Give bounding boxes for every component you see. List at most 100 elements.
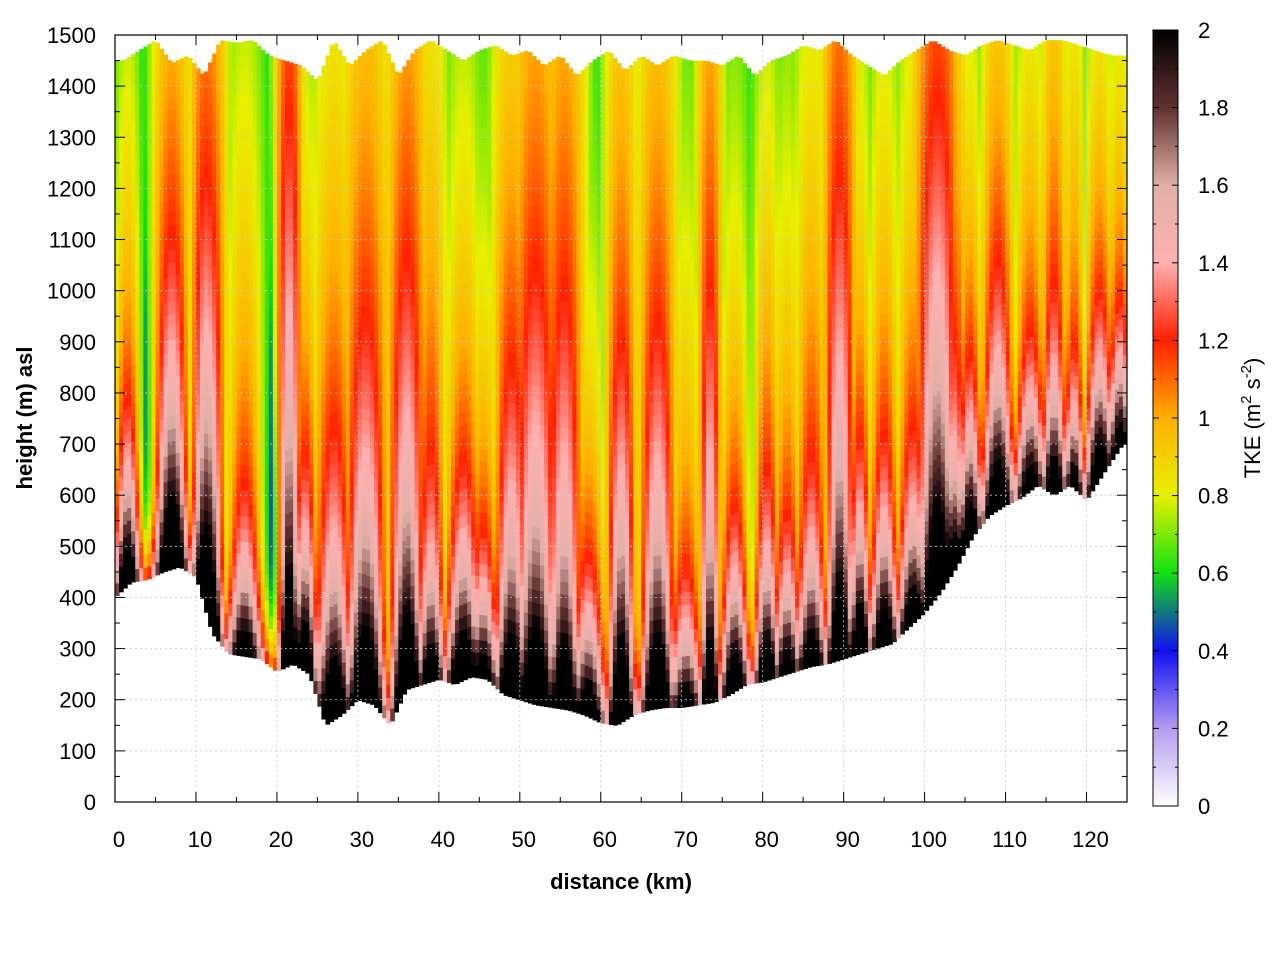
- heat-cell: [268, 526, 274, 540]
- heat-cell: [503, 477, 509, 492]
- heat-cell: [357, 125, 363, 139]
- heat-cell: [268, 219, 274, 233]
- heat-cell: [519, 419, 525, 433]
- heat-cell: [301, 261, 306, 275]
- heat-cell: [123, 396, 128, 410]
- heat-cell: [459, 592, 464, 606]
- heat-cell: [293, 435, 298, 449]
- heat-cell: [527, 357, 533, 372]
- heat-cell: [491, 569, 497, 584]
- heat-cell: [232, 565, 238, 579]
- heat-cell: [459, 131, 464, 146]
- heat-cell: [483, 193, 489, 207]
- heat-cell: [260, 545, 266, 559]
- heat-cell: [264, 356, 270, 371]
- heat-cell: [467, 281, 472, 295]
- heat-cell: [208, 332, 213, 346]
- heat-cell: [212, 162, 217, 177]
- heat-cell: [313, 501, 318, 515]
- heat-cell: [143, 477, 148, 491]
- heat-cell: [442, 49, 448, 56]
- heat-cell: [499, 206, 505, 221]
- heat-cell: [151, 436, 157, 450]
- heat-cell: [398, 229, 404, 244]
- heat-cell: [365, 575, 371, 589]
- heat-cell: [365, 268, 371, 282]
- heat-cell: [256, 275, 262, 289]
- heat-cell: [503, 311, 509, 326]
- heat-cell: [268, 78, 274, 93]
- heat-cell: [321, 693, 327, 707]
- heat-cell: [127, 226, 132, 240]
- heat-cell: [386, 454, 391, 468]
- heat-cell: [463, 654, 468, 668]
- heat-cell: [329, 401, 335, 416]
- heat-cell: [426, 465, 432, 479]
- heat-cell: [264, 382, 270, 396]
- heat-cell: [450, 530, 456, 544]
- heat-cell: [256, 351, 262, 366]
- heat-cell: [204, 215, 209, 230]
- heat-cell: [353, 305, 359, 319]
- heat-cell: [305, 378, 310, 393]
- heat-cell: [345, 121, 351, 135]
- heat-cell: [349, 424, 355, 438]
- heat-cell: [442, 246, 448, 260]
- heat-cell: [272, 299, 278, 313]
- heat-cell: [232, 450, 238, 464]
- heat-cell: [430, 553, 436, 567]
- heat-cell: [256, 645, 262, 660]
- heat-cell: [244, 158, 250, 172]
- heat-cell: [495, 573, 501, 588]
- heat-cell: [361, 637, 367, 652]
- heat-cell: [402, 221, 408, 235]
- heat-cell: [386, 415, 391, 430]
- heat-cell: [459, 413, 464, 427]
- heat-cell: [280, 195, 286, 210]
- heat-cell: [280, 59, 286, 69]
- heat-cell: [382, 193, 387, 207]
- heat-cell: [321, 463, 327, 477]
- heat-cell: [280, 323, 286, 337]
- heat-cell: [463, 475, 468, 489]
- heat-cell: [123, 370, 128, 384]
- heat-cell: [446, 273, 452, 287]
- heat-cell: [402, 591, 408, 606]
- heat-cell: [463, 602, 468, 617]
- heat-cell: [333, 424, 339, 439]
- heat-cell: [333, 220, 339, 234]
- heat-cell: [370, 627, 375, 641]
- heat-cell: [507, 300, 513, 314]
- heat-cell: [171, 530, 177, 544]
- heat-cell: [353, 420, 359, 434]
- heat-cell: [115, 493, 120, 507]
- heat-cell: [349, 437, 355, 451]
- heat-cell: [293, 115, 298, 129]
- heat-cell: [487, 118, 493, 133]
- heat-cell: [159, 202, 165, 216]
- heat-cell: [353, 586, 359, 600]
- heat-cell: [459, 106, 464, 120]
- heat-cell: [357, 176, 363, 190]
- heat-cell: [329, 184, 335, 198]
- heat-cell: [390, 695, 395, 709]
- heat-cell: [123, 523, 128, 538]
- heat-cell: [268, 308, 274, 323]
- heat-cell: [252, 108, 258, 122]
- heat-cell: [276, 504, 282, 518]
- heat-cell: [268, 500, 274, 515]
- heat-cell: [438, 526, 444, 540]
- heat-cell: [228, 385, 233, 399]
- heat-cell: [151, 372, 157, 386]
- heat-cell: [139, 388, 144, 403]
- heat-cell: [487, 272, 493, 286]
- heat-cell: [523, 254, 529, 268]
- heat-cell: [345, 338, 351, 352]
- heat-cell: [131, 364, 136, 378]
- heat-cell: [434, 577, 440, 592]
- heat-cell: [345, 504, 351, 519]
- heat-cell: [147, 195, 153, 209]
- heat-cell: [406, 369, 412, 383]
- heat-cell: [446, 120, 452, 134]
- heat-cell: [276, 593, 282, 608]
